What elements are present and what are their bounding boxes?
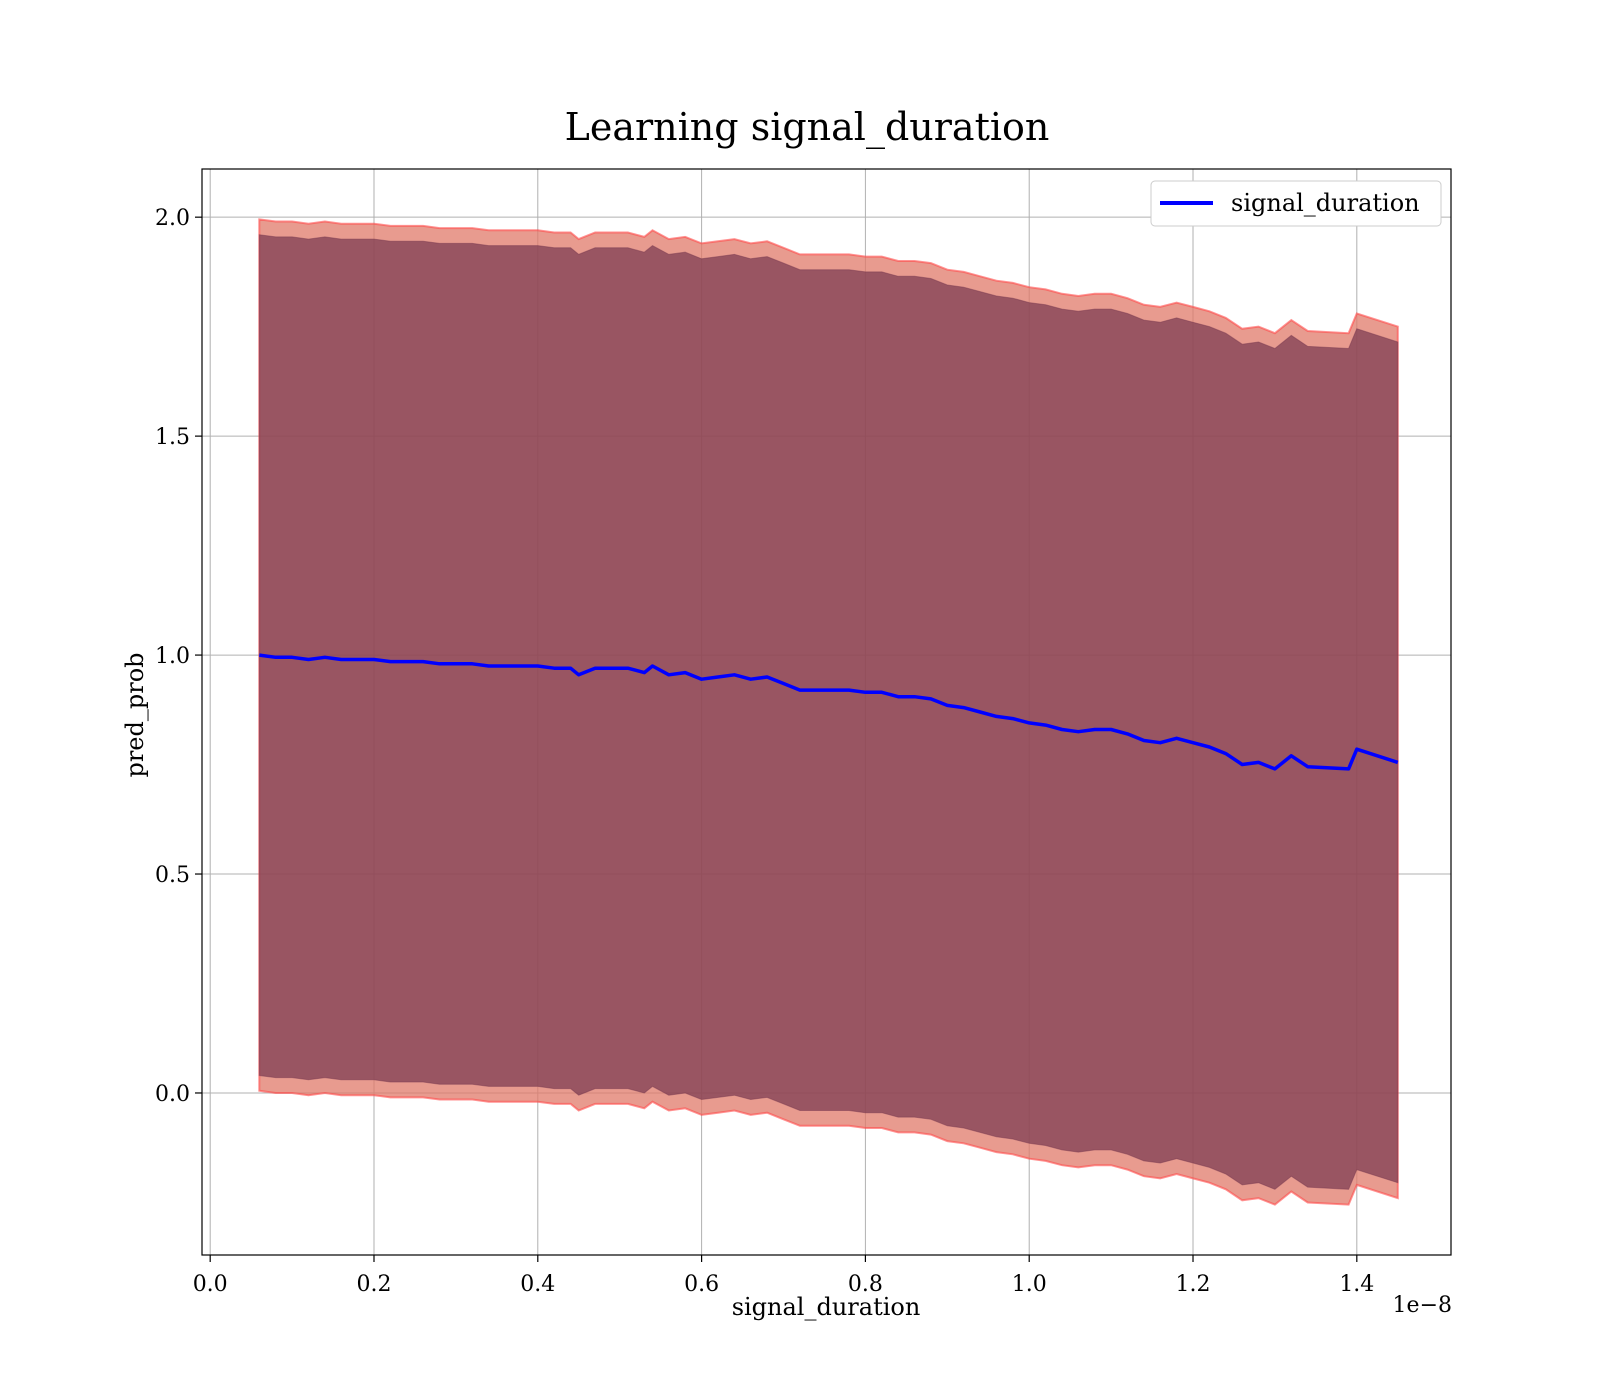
x-tick-label: 0.6	[684, 1272, 719, 1297]
y-axis-ticks: 0.0 0.5 1.0 1.5 2.0	[155, 206, 202, 1107]
x-axis-label: signal_duration	[732, 1293, 921, 1321]
confidence-band	[258, 218, 1399, 1206]
x-tick-label: 0.0	[193, 1272, 228, 1297]
inner-band	[258, 234, 1399, 1190]
y-tick-label: 2.0	[155, 206, 190, 231]
x-axis-ticks: 0.0 0.2 0.4 0.6 0.8 1.0 1.2 1.4	[193, 1255, 1374, 1297]
x-tick-label: 1.4	[1339, 1272, 1374, 1297]
x-tick-label: 0.8	[848, 1272, 883, 1297]
legend-entry-label: signal_duration	[1231, 189, 1420, 217]
y-tick-label: 1.5	[155, 425, 190, 450]
legend: signal_duration	[1150, 180, 1442, 227]
y-tick-label: 0.0	[155, 1082, 190, 1107]
x-tick-label: 1.0	[1012, 1272, 1047, 1297]
y-tick-label: 1.0	[155, 644, 190, 669]
plot-frame	[201, 168, 1452, 1256]
legend-box	[1150, 180, 1442, 227]
x-axis-offset-label: 1e−8	[1393, 1293, 1452, 1318]
x-tick-label: 0.4	[520, 1272, 555, 1297]
chart-title: Learning signal_duration	[565, 105, 1050, 150]
y-axis-label: pred_prob	[121, 652, 149, 777]
y-tick-label: 0.5	[155, 863, 190, 888]
x-tick-label: 0.2	[356, 1272, 391, 1297]
series-line-group	[259, 653, 1399, 771]
series-line	[259, 653, 1399, 771]
x-tick-label: 1.2	[1176, 1272, 1211, 1297]
